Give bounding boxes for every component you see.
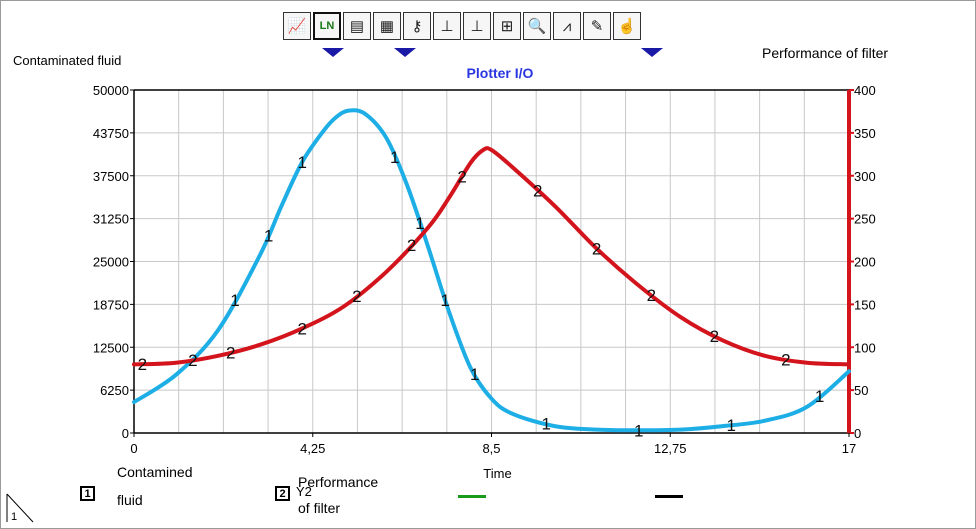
series-marker-1: 1 [230, 291, 239, 310]
x-tick-label: 4,25 [300, 441, 325, 456]
series-line-2 [132, 146, 851, 367]
toolbar-dropdown-indicator[interactable] [394, 48, 416, 57]
legend-label-line2: fluid [117, 492, 143, 508]
series-marker-1: 1 [541, 415, 550, 434]
y-tick-label: 12500 [93, 340, 129, 355]
y-tick-label: 37500 [93, 169, 129, 184]
series-marker-2: 2 [188, 351, 197, 370]
toolbar-dropdown-indicator[interactable] [641, 48, 663, 57]
series-marker-2: 2 [226, 343, 235, 362]
legend-swatch-1[interactable]: 1 [80, 486, 95, 501]
x-tick-label: 0 [130, 441, 137, 456]
legend-label-line2: of filter [298, 500, 341, 516]
series-marker-1: 1 [815, 387, 824, 406]
legend-y2-label: Y2 [296, 484, 312, 499]
left-axis-title: Contaminated fluid [13, 53, 122, 68]
x-tick-label: 17 [842, 441, 856, 456]
y-axis-icon[interactable]: ⊥ [463, 12, 491, 40]
series-marker-2: 2 [592, 240, 601, 259]
legend-number: 2 [279, 487, 286, 500]
y2-tick-label: 300 [854, 169, 876, 184]
toolbar-dropdown-indicator[interactable] [322, 48, 344, 57]
series-marker-1: 1 [441, 291, 450, 310]
grid-icon[interactable]: ▦ [373, 12, 401, 40]
plot-toolbar: 📈 LN ▤ ▦ ⚷ ⊥ ⊥ ⊞ 🔍 ⩘ ✎ ☝ [283, 12, 641, 44]
series-marker-2: 2 [352, 287, 361, 306]
series-marker-2: 2 [647, 286, 656, 305]
series-marker-2: 2 [457, 168, 466, 187]
series-marker-2: 2 [407, 236, 416, 255]
y2-tick-label: 100 [854, 340, 876, 355]
legend-line-black [655, 495, 683, 498]
series-line-1 [132, 108, 851, 433]
series-marker-2: 2 [298, 319, 307, 338]
compass-icon[interactable]: ⩘ [553, 12, 581, 40]
y-tick-label: 6250 [100, 383, 129, 398]
series-marker-1: 1 [390, 148, 399, 167]
series-marker-2: 2 [781, 350, 790, 369]
x-tick-label: 12,75 [654, 441, 687, 456]
legend-number: 1 [84, 487, 91, 500]
corner-marker-icon: 1 [6, 493, 34, 523]
legend-label-line1: Performance [298, 474, 379, 490]
right-axis-title: Performance of filter [762, 45, 889, 61]
series-marker-1: 1 [634, 421, 643, 440]
x-tick-label: 8,5 [482, 441, 500, 456]
series-marker-1: 1 [298, 153, 307, 172]
y2-tick-label: 150 [854, 297, 876, 312]
xy-axis-icon[interactable]: ⊞ [493, 12, 521, 40]
zoom-icon[interactable]: 🔍 [523, 12, 551, 40]
y-tick-label: 43750 [93, 126, 129, 141]
pencil-icon[interactable]: ✎ [583, 12, 611, 40]
series-marker-1: 1 [415, 214, 424, 233]
y2-tick-label: 0 [854, 426, 861, 441]
y2-tick-label: 250 [854, 212, 876, 227]
series-marker-1: 1 [470, 365, 479, 384]
y-tick-label: 50000 [93, 83, 129, 98]
hand-icon[interactable]: ☝ [613, 12, 641, 40]
corner-number: 1 [11, 511, 17, 523]
series-marker-2: 2 [710, 327, 719, 346]
y-tick-label: 0 [122, 426, 129, 441]
series-marker-1: 1 [727, 416, 736, 435]
legend-swatch-2[interactable]: 2 [275, 486, 290, 501]
y-tick-label: 18750 [93, 297, 129, 312]
legend-label-line1: Contamined [117, 464, 193, 480]
y-tick-label: 31250 [93, 212, 129, 227]
y2-tick-label: 400 [854, 83, 876, 98]
series-marker-1: 1 [264, 226, 273, 245]
legend-line-green [458, 495, 486, 498]
y2-tick-label: 200 [854, 255, 876, 270]
x-axis-icon[interactable]: ⊥ [433, 12, 461, 40]
key-icon[interactable]: ⚷ [403, 12, 431, 40]
x-axis-label: Time [483, 466, 511, 481]
legend-icon[interactable]: ▤ [343, 12, 371, 40]
ln-scale-icon[interactable]: LN [313, 12, 341, 40]
y2-tick-label: 50 [854, 383, 868, 398]
line-chart-icon[interactable]: 📈 [283, 12, 311, 40]
series-marker-2: 2 [138, 355, 147, 374]
y2-tick-label: 350 [854, 126, 876, 141]
chart-title: Plotter I/O [466, 65, 534, 81]
y-tick-label: 25000 [93, 255, 129, 270]
series-marker-2: 2 [533, 181, 542, 200]
